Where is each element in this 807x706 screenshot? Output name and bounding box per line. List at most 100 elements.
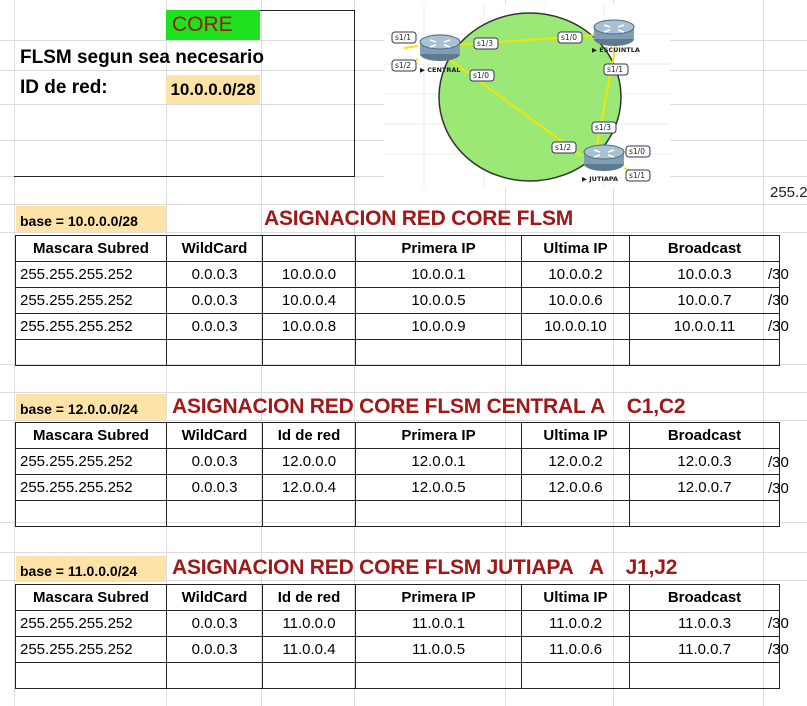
svg-text:s1/1: s1/1 (607, 65, 623, 74)
col-primera: Primera IP (355, 422, 522, 449)
router-label-central: ▶ CENTRAL (420, 66, 461, 74)
cell: 0.0.0.3 (166, 287, 263, 314)
iface-tags-escuintla: s1/0 s1/1 (557, 31, 629, 76)
col-mascara: Mascara Subred (15, 584, 167, 611)
section-1-header-row: Mascara Subred WildCard Primera IP Ultim… (15, 235, 780, 262)
table-row-empty (15, 500, 780, 527)
cell: 10.0.0.5 (355, 287, 522, 314)
cell: 12.0.0.4 (262, 474, 356, 501)
cell: 12.0.0.3 (629, 448, 780, 475)
top-box-border (14, 10, 355, 177)
section-1-base: base = 10.0.0.0/28 (16, 206, 166, 232)
link-central-jutiapa (441, 53, 583, 157)
svg-text:s1/0: s1/0 (473, 71, 489, 80)
cell: 0.0.0.3 (166, 474, 263, 501)
cell: 255.255.255.252 (15, 313, 167, 340)
cell: 11.0.0.1 (355, 610, 522, 637)
col-wildcard: WildCard (166, 235, 263, 262)
cell: 11.0.0.3 (629, 610, 780, 637)
section-2-table: Mascara Subred WildCard Id de red Primer… (15, 422, 780, 527)
section-3-table: Mascara Subred WildCard Id de red Primer… (15, 584, 780, 689)
cell: 11.0.0.6 (521, 636, 630, 663)
cell: 12.0.0.7 (629, 474, 780, 501)
suffix-cidr: /30 (768, 318, 789, 335)
table-row: 255.255.255.252 0.0.0.3 10.0.0.0 10.0.0.… (15, 261, 780, 288)
cell: 11.0.0.2 (521, 610, 630, 637)
iface-tags-central: s1/1 s1/2 s1/3 s1/0 (391, 31, 499, 82)
link-central-escuintla (441, 33, 613, 47)
cell: 10.0.0.1 (355, 261, 522, 288)
section-3-title: ASIGNACION RED CORE FLSM JUTIAPA A J1,J2 (172, 556, 678, 579)
cell: 11.0.0.4 (262, 636, 356, 663)
table-row-empty (15, 339, 780, 366)
net-id-label: ID de red: (20, 77, 108, 98)
table-row: 255.255.255.252 0.0.0.3 11.0.0.4 11.0.0.… (15, 636, 780, 663)
gridline-vertical (14, 0, 15, 706)
col-mascara: Mascara Subred (15, 235, 167, 262)
cell: 0.0.0.3 (166, 636, 263, 663)
cell: 10.0.0.3 (629, 261, 780, 288)
svg-text:s1/2: s1/2 (395, 61, 411, 70)
table-row: 255.255.255.252 0.0.0.3 10.0.0.4 10.0.0.… (15, 287, 780, 314)
cell: 0.0.0.3 (166, 261, 263, 288)
section-3-base: base = 11.0.0.0/24 (16, 556, 166, 582)
svg-text:s1/0: s1/0 (629, 147, 645, 156)
col-id: Id de red (262, 584, 356, 611)
router-label-escuintla: ▶ ESCUINTLA (592, 46, 640, 54)
cell: 12.0.0.6 (521, 474, 630, 501)
cell: 11.0.0.5 (355, 636, 522, 663)
gridline-horizontal (0, 232, 807, 233)
gridline-horizontal (0, 204, 807, 205)
router-icon-escuintla (593, 19, 635, 46)
table-row: 255.255.255.252 0.0.0.3 11.0.0.0 11.0.0.… (15, 610, 780, 637)
cell: 11.0.0.0 (262, 610, 356, 637)
col-primera: Primera IP (355, 584, 522, 611)
gridline-horizontal (0, 552, 807, 553)
section-1-title: ASIGNACION RED CORE FLSM (264, 207, 574, 230)
cell: 12.0.0.5 (355, 474, 522, 501)
cell: 10.0.0.7 (629, 287, 780, 314)
router-label-jutiapa: ▶ JUTIAPA (582, 175, 618, 183)
cell: 12.0.0.1 (355, 448, 522, 475)
col-id: Id de red (262, 422, 356, 449)
suffix-cidr: /30 (768, 454, 789, 471)
iface-tags-jutiapa: s1/3 s1/2 s1/0 s1/1 (551, 121, 651, 182)
network-topology-diagram: s1/1 s1/2 s1/3 s1/0 s1/0 s1/1 s1/3 s1/2 … (384, 4, 670, 188)
cell: 10.0.0.6 (521, 287, 630, 314)
cell: 255.255.255.252 (15, 610, 167, 637)
col-wildcard: WildCard (166, 584, 263, 611)
col-id (262, 235, 356, 262)
col-broadcast: Broadcast (629, 422, 780, 449)
cell: 10.0.0.0 (262, 261, 356, 288)
gridline-horizontal (0, 420, 807, 421)
cell: 255.255.255.252 (15, 287, 167, 314)
col-mascara: Mascara Subred (15, 422, 167, 449)
top-box-topline (166, 10, 354, 11)
cell: 10.0.0.8 (262, 313, 356, 340)
edge-clipped-text: 255.2 (770, 184, 807, 201)
cell: 255.255.255.252 (15, 448, 167, 475)
col-ultima: Ultima IP (521, 422, 630, 449)
core-cloud (438, 12, 622, 182)
suffix-cidr: /30 (768, 615, 789, 632)
cell: 255.255.255.252 (15, 261, 167, 288)
table-row: 255.255.255.252 0.0.0.3 10.0.0.8 10.0.0.… (15, 313, 780, 340)
cell: 10.0.0.10 (521, 313, 630, 340)
core-label: CORE (166, 10, 260, 40)
svg-text:s1/1: s1/1 (629, 171, 645, 180)
suffix-cidr: /30 (768, 641, 789, 658)
col-broadcast: Broadcast (629, 584, 780, 611)
table-row: 255.255.255.252 0.0.0.3 12.0.0.4 12.0.0.… (15, 474, 780, 501)
section-1-table: Mascara Subred WildCard Primera IP Ultim… (15, 235, 780, 366)
svg-text:s1/1: s1/1 (395, 33, 411, 42)
cell: 10.0.0.2 (521, 261, 630, 288)
gridline-horizontal (0, 392, 807, 393)
col-ultima: Ultima IP (521, 235, 630, 262)
cell: 255.255.255.252 (15, 636, 167, 663)
router-icon-jutiapa (583, 144, 625, 171)
gridline-horizontal (0, 580, 807, 581)
svg-text:s1/0: s1/0 (561, 33, 577, 42)
cell: 12.0.0.2 (521, 448, 630, 475)
col-broadcast: Broadcast (629, 235, 780, 262)
section-2-base: base = 12.0.0.0/24 (16, 394, 166, 420)
